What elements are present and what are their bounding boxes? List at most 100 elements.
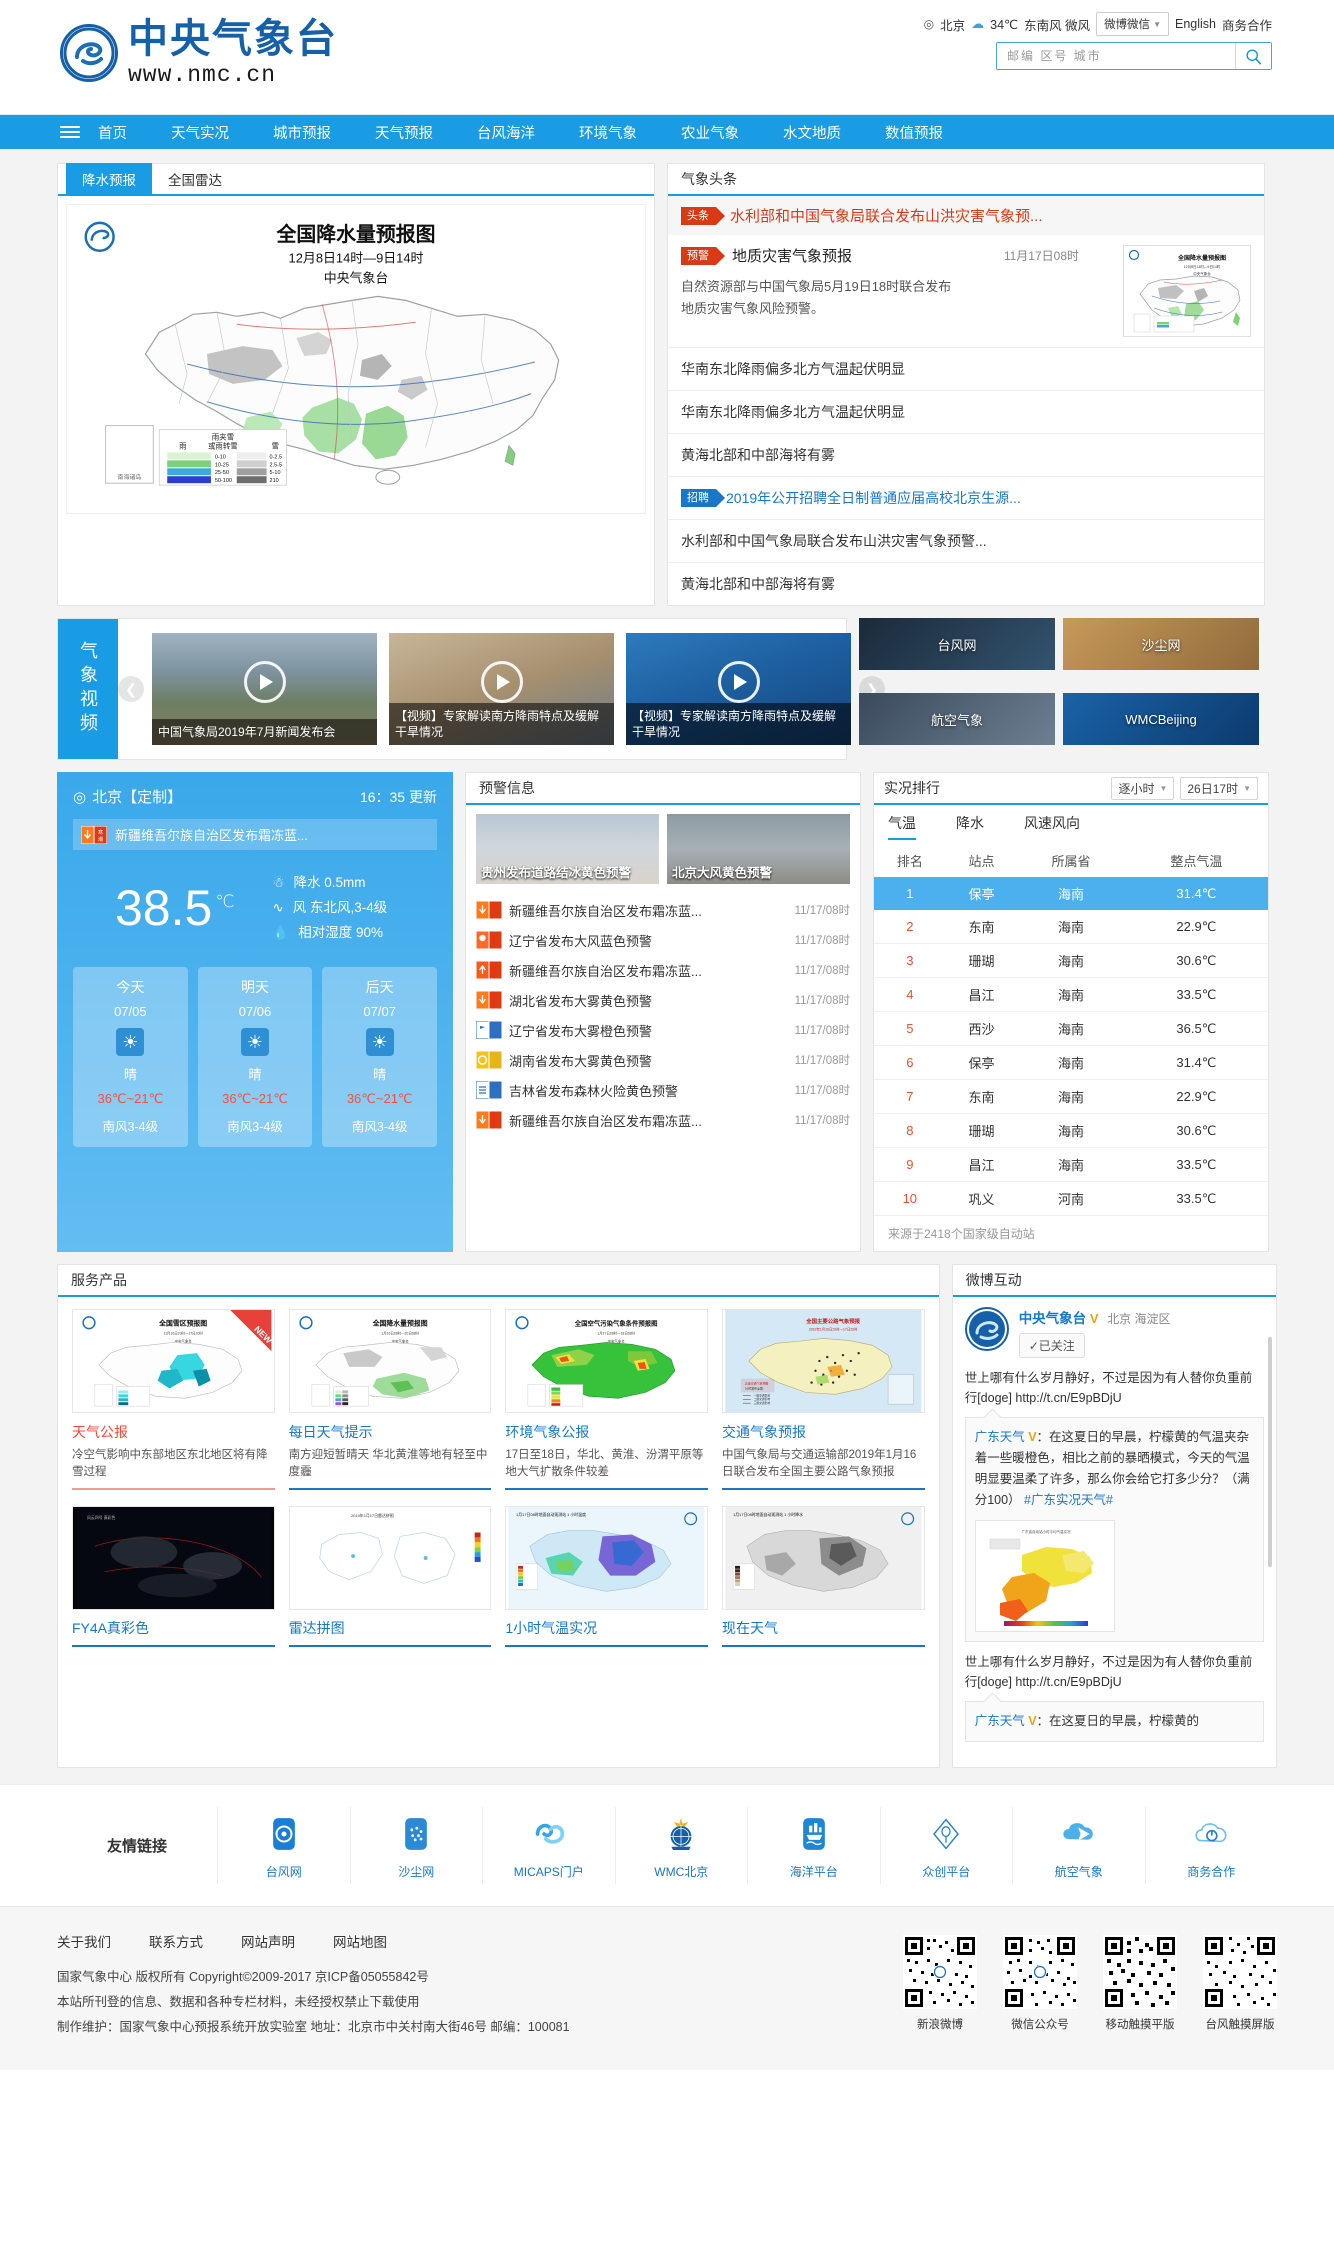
alert-text[interactable]: 辽宁省发布大雾橙色预警 <box>509 1023 653 1039</box>
video-item[interactable]: 【视频】专家解读南方降雨特点及缓解干旱情况 <box>389 633 614 745</box>
product-item[interactable]: 1月17日08时地面自动观测站 1 小时降水 <box>722 1506 925 1647</box>
product-title[interactable]: 1小时气温实况 <box>505 1620 598 1636</box>
video-item[interactable]: 中国气象局2019年7月新闻发布会 <box>152 633 377 745</box>
alert-text[interactable]: 新疆维吾尔族自治区发布霜冻蓝... <box>509 963 702 979</box>
nav-item-agriculture[interactable]: 农业气象 <box>681 125 739 142</box>
product-thumbnail[interactable]: 风云四号 真彩色 <box>72 1506 275 1610</box>
search-box[interactable] <box>996 42 1272 70</box>
product-item[interactable]: 1月17日08时地面自动观测站 1 小时温度 <box>505 1506 709 1647</box>
site-logo[interactable]: 中央气象台 www.nmc.cn <box>60 18 338 88</box>
avatar[interactable] <box>964 1307 1009 1351</box>
product-item[interactable]: 2019年1月17日雷达拼图 <box>288 1506 492 1647</box>
list-item[interactable]: 招聘 2019年公开招聘全日制普通应届高校北京生源... <box>668 477 1264 520</box>
product-item[interactable]: 全国空气污染气象条件预报图 1月17日08时—18日08时 中央气象台 <box>505 1309 709 1490</box>
weibo-quoted-post[interactable]: 广东天气 V：在这夏日的早晨，柠檬黄的气温夹杂着一些暖橙色，相比之前的暴晒模式，… <box>964 1417 1264 1642</box>
table-row[interactable]: 3 珊瑚 海南 30.6℃ <box>874 943 1268 978</box>
list-item[interactable]: 湖南省发布大雾黄色预警 11/17/08时 <box>475 1045 850 1075</box>
product-title[interactable]: FY4A真彩色 <box>72 1620 150 1636</box>
table-row[interactable]: 5 西沙 海南 36.5℃ <box>874 1011 1268 1046</box>
table-row[interactable]: 10 巩义 河南 33.5℃ <box>874 1181 1268 1216</box>
nav-item-weather-forecast[interactable]: 天气预报 <box>375 125 433 142</box>
list-item[interactable]: 辽宁省发布大风蓝色预警 11/17/08时 <box>475 925 850 955</box>
list-item[interactable]: 黄海北部和中部海将有雾 <box>668 434 1264 477</box>
headline-link[interactable]: 华南东北降雨偏多北方气温起伏明显 <box>681 404 905 420</box>
footer-link-about[interactable]: 关于我们 <box>57 1935 111 1950</box>
weather-alert-text[interactable]: 新疆维吾尔族自治区发布霜冻蓝... <box>115 828 308 843</box>
friend-link-sand[interactable]: 沙尘网 <box>349 1807 483 1884</box>
friend-link-business[interactable]: 商务合作 <box>1144 1807 1278 1884</box>
alert-photo[interactable]: 北京大风黄色预警 <box>667 814 850 884</box>
table-row[interactable]: 6 保亭 海南 31.4℃ <box>874 1045 1268 1080</box>
feature-title[interactable]: 地质灾害气象预报 <box>732 248 853 265</box>
list-item[interactable]: 水利部和中国气象局联合发布山洪灾害气象预警... <box>668 520 1264 563</box>
list-item[interactable]: 新疆维吾尔族自治区发布霜冻蓝... 11/17/08时 <box>475 955 850 985</box>
list-item[interactable]: 吉林省发布森林火险黄色预警 11/17/08时 <box>475 1075 850 1105</box>
table-row[interactable]: 1 保亭 海南 31.4℃ <box>874 877 1268 910</box>
nav-item-hydrology[interactable]: 水文地质 <box>783 125 841 142</box>
product-thumbnail[interactable]: 2019年1月17日雷达拼图 <box>288 1506 492 1610</box>
friend-link-aviation[interactable]: 航空气象 <box>1012 1807 1145 1884</box>
tab-precipitation[interactable]: 降水 <box>956 815 984 831</box>
nav-item-observation[interactable]: 天气实况 <box>171 125 229 142</box>
alert-text[interactable]: 吉林省发布森林火险黄色预警 <box>509 1083 679 1099</box>
headline-link[interactable]: 华南东北降雨偏多北方气温起伏明显 <box>681 361 905 377</box>
list-item[interactable]: 华南东北降雨偏多北方气温起伏明显 <box>668 391 1264 434</box>
video-item[interactable]: 【视频】专家解读南方降雨特点及缓解干旱情况 <box>626 633 851 745</box>
weather-city[interactable]: 北京【定制】 <box>92 789 183 806</box>
alert-text[interactable]: 湖北省发布大雾黄色预警 <box>509 993 653 1009</box>
search-button[interactable] <box>1235 43 1271 69</box>
footer-link-contact[interactable]: 联系方式 <box>149 1935 203 1950</box>
weibo-scrollbar[interactable] <box>1268 1337 1272 1567</box>
search-input[interactable] <box>997 43 1235 69</box>
alert-text[interactable]: 辽宁省发布大风蓝色预警 <box>509 933 653 949</box>
qr-typhoon-touch[interactable]: 台风触摸屏版 <box>1203 1935 1277 2040</box>
list-item[interactable]: 新疆维吾尔族自治区发布霜冻蓝... 11/17/08时 <box>475 1105 850 1135</box>
table-row[interactable]: 7 东南 海南 22.9℃ <box>874 1079 1268 1114</box>
footer-link-statement[interactable]: 网站声明 <box>241 1935 295 1950</box>
alert-text[interactable]: 湖南省发布大雾黄色预警 <box>509 1053 653 1069</box>
precipitation-map-image[interactable]: 全国降水量预报图 12月8日14时—9日14时 中央气象台 <box>66 204 646 514</box>
forecast-day-tomorrow[interactable]: 明天 07/06 ☀ 晴 36℃~21℃ 南风3-4级 <box>197 967 313 1147</box>
product-title[interactable]: 现在天气 <box>722 1620 779 1636</box>
headline-link[interactable]: 黄海北部和中部海将有雾 <box>681 447 835 463</box>
list-item[interactable]: 黄海北部和中部海将有雾 <box>668 563 1264 605</box>
product-item[interactable]: 风云四号 真彩色 FY4A真彩色 <box>72 1506 275 1647</box>
quoted-account-name[interactable]: 广东天气 <box>974 1714 1025 1728</box>
quoted-account-name[interactable]: 广东天气 <box>974 1430 1025 1444</box>
product-thumbnail[interactable]: 1月17日08时地面自动观测站 1 小时温度 <box>505 1506 709 1610</box>
tile-aviation[interactable]: 航空气象 <box>859 693 1055 745</box>
product-thumbnail[interactable]: 全国主要公路气象预报 2019年1月16日20时—17日20时 <box>722 1309 925 1413</box>
list-item[interactable]: 湖北省发布大雾黄色预警 11/17/08时 <box>475 985 850 1015</box>
interval-select[interactable]: 逐小时 ▼ <box>1111 776 1175 800</box>
play-icon[interactable] <box>480 661 523 704</box>
product-title[interactable]: 环境气象公报 <box>505 1424 590 1440</box>
table-row[interactable]: 8 珊瑚 海南 30.6℃ <box>874 1113 1268 1148</box>
friend-link-crowd[interactable]: 众创平台 <box>879 1807 1013 1884</box>
follow-button[interactable]: ✓已关注 <box>1018 1333 1085 1358</box>
table-row[interactable]: 9 昌江 海南 33.5℃ <box>874 1147 1268 1182</box>
list-item[interactable]: 华南东北降雨偏多北方气温起伏明显 <box>668 348 1264 391</box>
nav-item-typhoon-ocean[interactable]: 台风海洋 <box>477 125 535 142</box>
carousel-prev-icon[interactable]: ❮ <box>118 676 144 702</box>
weibo-quoted-post-2[interactable]: 广东天气 V：在这夏日的早晨，柠檬黄的 <box>964 1701 1264 1742</box>
list-item[interactable]: 新疆维吾尔族自治区发布霜冻蓝... 11/17/08时 <box>475 895 850 925</box>
tab-national-radar[interactable]: 全国雷达 <box>168 173 222 188</box>
qr-mobile[interactable]: 移动触摸平版 <box>1103 1935 1177 2040</box>
header-city[interactable]: 北京 <box>940 18 966 33</box>
alert-text[interactable]: 新疆维吾尔族自治区发布霜冻蓝... <box>509 1113 702 1129</box>
product-title[interactable]: 交通气象预报 <box>722 1424 807 1440</box>
product-thumbnail[interactable]: 全国雪区预报图 11月16日20时—17日20时 中央气象台 <box>72 1309 275 1413</box>
headline-link[interactable]: 黄海北部和中部海将有雾 <box>681 576 835 592</box>
friend-link-ocean[interactable]: 海洋平台 <box>747 1807 880 1884</box>
forecast-day-today[interactable]: 今天 07/05 ☀ 晴 36℃~21℃ 南风3-4级 <box>73 967 188 1147</box>
alert-photo[interactable]: 贵州发布道路结冰黄色预警 <box>476 814 659 884</box>
product-thumbnail[interactable]: 1月17日08时地面自动观测站 1 小时降水 <box>722 1506 925 1610</box>
nav-item-environment[interactable]: 环境气象 <box>579 125 637 142</box>
qr-wechat[interactable]: 微信公众号 <box>1003 1935 1077 2040</box>
forecast-day-dayafter[interactable]: 后天 07/07 ☀ 晴 36℃~21℃ 南风3-4级 <box>322 967 438 1147</box>
top-headline-title[interactable]: 水利部和中国气象局联合发布山洪灾害气象预... <box>730 208 1043 225</box>
tile-typhoon[interactable]: 台风网 <box>859 618 1055 670</box>
headline-link[interactable]: 水利部和中国气象局联合发布山洪灾害气象预警... <box>681 533 987 549</box>
nav-item-city-forecast[interactable]: 城市预报 <box>273 125 331 142</box>
menu-burger-icon[interactable] <box>60 126 80 138</box>
